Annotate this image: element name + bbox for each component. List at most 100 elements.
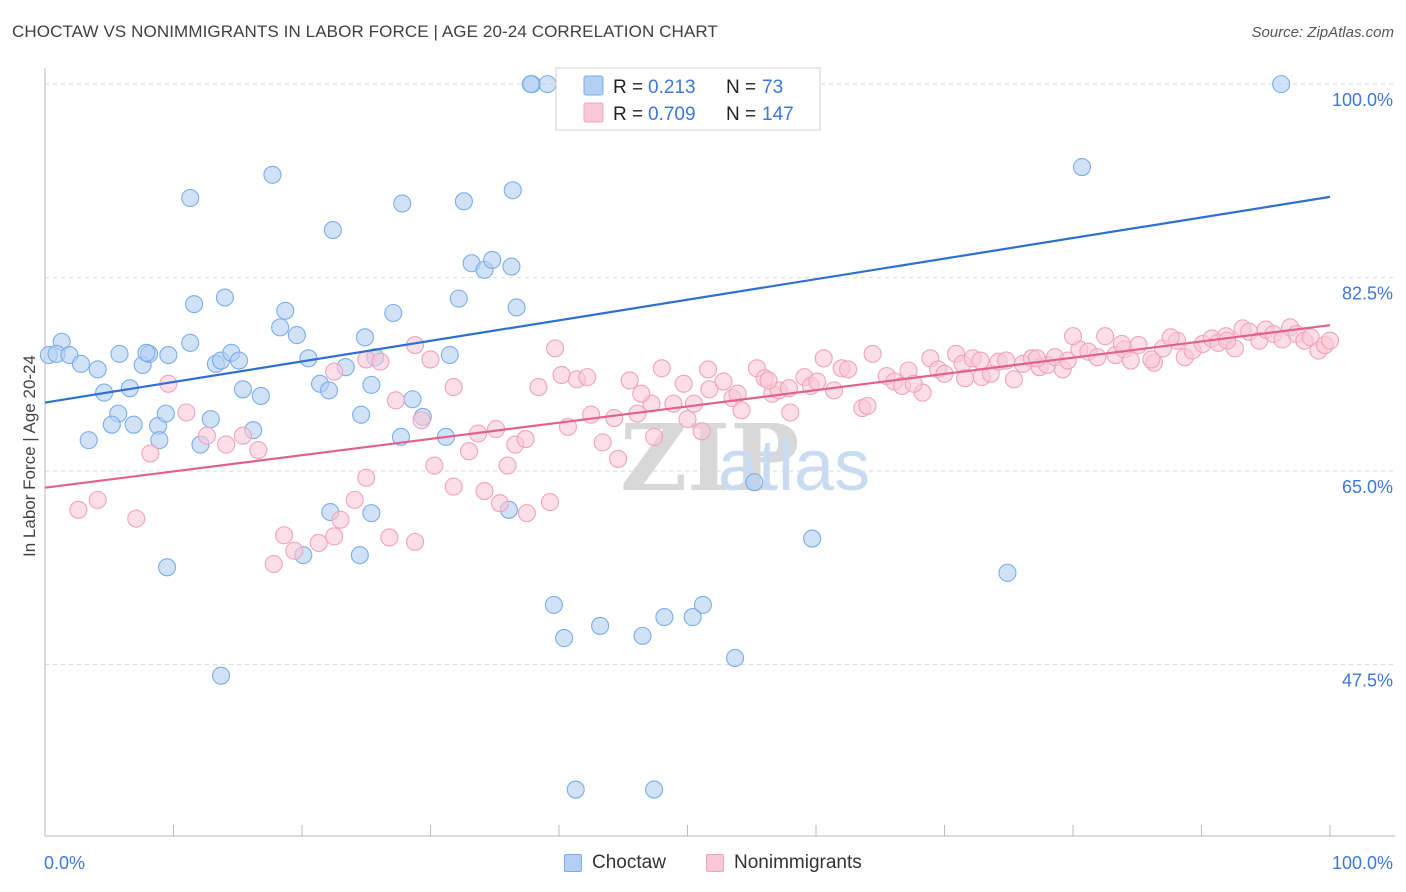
- nonimmigrants-point-70: [1088, 348, 1107, 367]
- choctaw-point-53: [507, 298, 526, 317]
- axes: [44, 68, 1395, 837]
- choctaw-point-15: [137, 343, 156, 362]
- choctaw-point-92: [1072, 157, 1092, 177]
- nonimmigrants-point-98: [1320, 331, 1340, 350]
- choctaw-point-43: [384, 303, 403, 323]
- nonimmigrants-point-36: [781, 403, 800, 422]
- choctaw-point-55: [538, 75, 557, 94]
- nonimmigrants-point-145: [88, 490, 107, 509]
- x-tick-label-left: 0.0%: [44, 853, 85, 873]
- choctaw-point-90: [566, 780, 585, 799]
- nonimmigrants-swatch: [706, 854, 724, 872]
- choctaw-point-77: [591, 616, 610, 635]
- nonimmigrants-point-95: [1301, 328, 1320, 347]
- nonimmigrants-point-143: [141, 444, 160, 463]
- nonimmigrants-point-113: [699, 360, 718, 379]
- trend-lines: [44, 195, 1331, 489]
- bottom-legend: Choctaw Nonimmigrants: [0, 852, 1406, 878]
- choctaw-point-67: [393, 194, 412, 213]
- nonimmigrants-point-133: [309, 533, 328, 553]
- choctaw-point-83: [211, 666, 231, 685]
- nonimmigrants-point-74: [1121, 351, 1140, 370]
- nonimmigrants-point-112: [728, 384, 747, 403]
- nonimmigrants-point-131: [331, 510, 350, 529]
- choctaw-point-73: [693, 595, 712, 614]
- nonimmigrants-point-42: [839, 360, 858, 379]
- choctaw-point-70: [745, 473, 764, 492]
- nonimmigrants-point-126: [425, 456, 444, 475]
- nonimmigrants-point-122: [490, 494, 509, 513]
- legend-item-choctaw[interactable]: Choctaw: [564, 852, 666, 874]
- nonimmigrants-point-13: [529, 378, 548, 397]
- choctaw-point-78: [555, 629, 574, 648]
- nonimmigrants-point-134: [285, 541, 304, 560]
- stats-r-value-0: 0.213: [648, 77, 696, 98]
- choctaw-point-86: [362, 504, 381, 523]
- y-tick-labels: 100.0% 82.5% 65.0% 47.5%: [1332, 90, 1393, 690]
- nonimmigrants-point-99: [1218, 331, 1237, 350]
- nonimmigrants-point-104: [1027, 349, 1047, 368]
- nonimmigrants-point-136: [264, 554, 283, 574]
- nonimmigrants-point-132: [325, 527, 344, 546]
- nonimmigrants-point-114: [678, 410, 697, 429]
- nonimmigrants-points: [69, 318, 1340, 574]
- nonimmigrants-trend-line: [44, 324, 1331, 489]
- nonimmigrants-point-127: [406, 532, 425, 551]
- choctaw-point-23: [201, 410, 220, 429]
- nonimmigrants-point-14: [546, 339, 565, 358]
- nonimmigrants-point-28: [700, 380, 719, 399]
- choctaw-point-68: [454, 192, 473, 211]
- choctaw-point-93: [998, 563, 1017, 582]
- choctaw-point-64: [263, 165, 282, 184]
- nonimmigrants-point-19: [609, 449, 628, 469]
- x-tick-label-right: 100.0%: [1332, 853, 1393, 873]
- nonimmigrants-point-137: [249, 441, 268, 460]
- nonimmigrants-point-18: [593, 433, 612, 452]
- nonimmigrants-point-120: [540, 493, 560, 512]
- x-tick-labels: 0.0% 100.0%: [44, 853, 1393, 873]
- stats-n-value-1: 147: [762, 104, 794, 125]
- choctaw-swatch: [564, 854, 582, 872]
- nonimmigrants-point-67: [1058, 351, 1077, 370]
- choctaw-point-21: [185, 295, 204, 314]
- nonimmigrants-point-20: [620, 371, 639, 390]
- nonimmigrants-point-10: [498, 456, 517, 475]
- nonimmigrants-point-129: [357, 468, 376, 487]
- nonimmigrants-point-108: [858, 396, 877, 415]
- choctaw-point-79: [544, 595, 563, 614]
- nonimmigrants-point-3: [386, 391, 405, 410]
- nonimmigrants-point-12: [516, 429, 535, 449]
- legend-label-choctaw: Choctaw: [592, 852, 666, 873]
- choctaw-point-41: [362, 375, 381, 394]
- nonimmigrants-point-2: [371, 352, 390, 371]
- choctaw-point-31: [251, 386, 270, 405]
- choctaw-point-17: [159, 345, 178, 365]
- stats-swatch-1: [583, 102, 604, 123]
- legend-item-nonimmigrants[interactable]: Nonimmigrants: [706, 852, 862, 874]
- nonimmigrants-point-40: [824, 381, 844, 400]
- nonimmigrants-point-17: [582, 405, 601, 424]
- choctaw-point-32: [271, 318, 290, 337]
- nonimmigrants-point-101: [1142, 350, 1161, 369]
- choctaw-point-45: [403, 390, 422, 409]
- nonimmigrants-point-7: [444, 378, 463, 397]
- nonimmigrants-point-22: [645, 427, 664, 446]
- choctaw-point-37: [319, 381, 339, 400]
- choctaw-point-18: [150, 431, 169, 450]
- nonimmigrants-point-25: [674, 374, 693, 393]
- y-tick-label-1: 82.5%: [1342, 284, 1393, 304]
- nonimmigrants-point-26: [684, 394, 703, 413]
- nonimmigrants-point-123: [475, 481, 494, 501]
- stats-n-value-0: 73: [762, 77, 783, 98]
- choctaw-point-19: [156, 404, 175, 423]
- nonimmigrants-point-121: [517, 504, 536, 523]
- choctaw-point-48: [449, 289, 468, 308]
- choctaw-point-5: [88, 360, 107, 379]
- choctaw-point-26: [215, 288, 234, 307]
- nonimmigrants-point-138: [233, 426, 252, 445]
- choctaw-point-80: [521, 75, 540, 94]
- nonimmigrants-point-117: [605, 408, 624, 428]
- choctaw-point-6: [79, 431, 98, 450]
- choctaw-point-76: [633, 626, 652, 645]
- choctaw-point-34: [287, 326, 306, 345]
